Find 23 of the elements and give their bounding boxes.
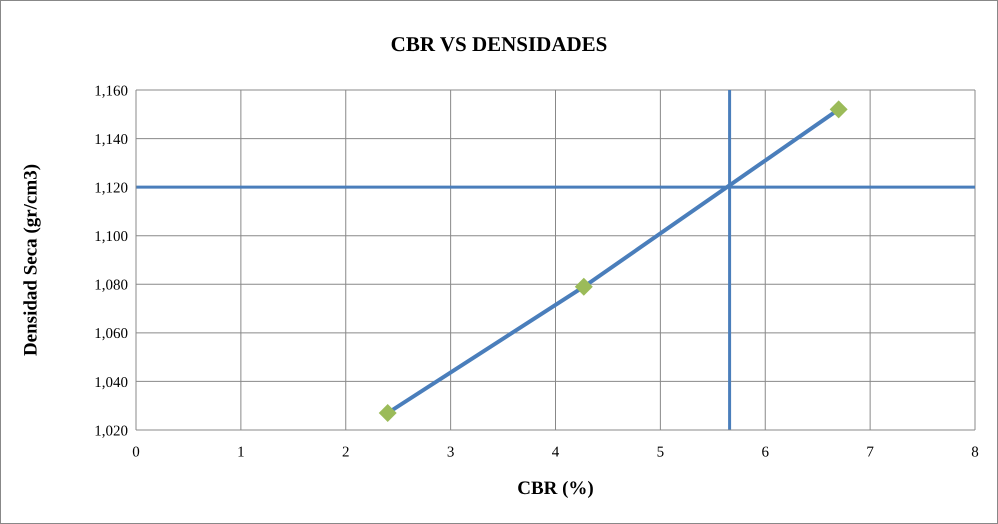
x-tick-label: 7	[866, 444, 874, 461]
point	[574, 278, 593, 296]
x-tick-label: 5	[656, 444, 664, 461]
x-tick-label: 3	[446, 444, 454, 461]
x-tick-label: 1	[237, 444, 245, 461]
x-tick-label: 2	[342, 444, 350, 461]
x-axis-title: CBR (%)	[517, 478, 594, 499]
point	[378, 404, 397, 422]
x-tick-label: 8	[971, 444, 979, 461]
x-tick-label: 0	[132, 444, 140, 461]
y-tick-label: 1,020	[94, 423, 128, 440]
y-tick-label: 1,100	[94, 229, 128, 246]
y-tick-label: 1,060	[94, 326, 128, 342]
y-tick-label: 1,140	[94, 132, 128, 148]
x-tick-label: 4	[552, 444, 560, 461]
y-axis-title: Densidad Seca (gr/cm3)	[20, 164, 42, 356]
y-tick-label: 1,080	[94, 278, 128, 294]
y-tick-label: 1,040	[94, 374, 128, 391]
y-tick-label: 1,120	[94, 180, 128, 196]
chart-title: CBR VS DENSIDADES	[390, 32, 608, 57]
x-tick-label: 6	[762, 444, 770, 461]
point	[830, 100, 848, 118]
y-tick-label: 1,160	[94, 83, 128, 100]
